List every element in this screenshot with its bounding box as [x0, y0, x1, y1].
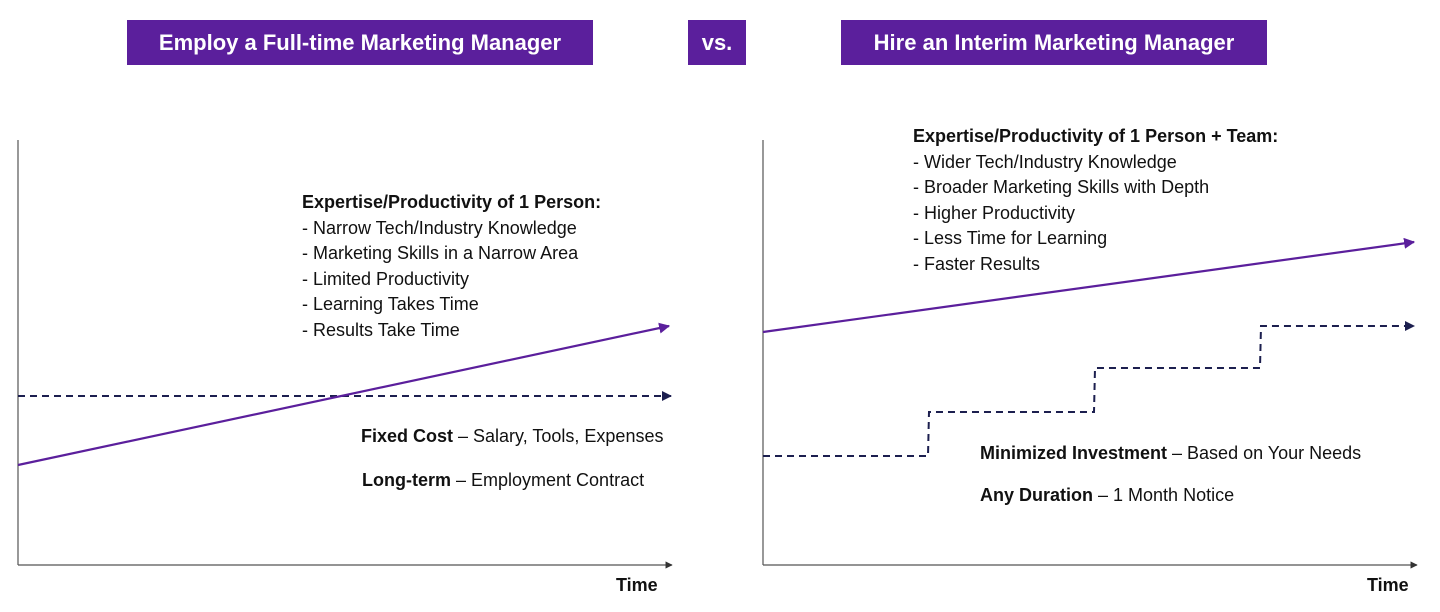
right-term-note: Any Duration – 1 Month Notice [980, 485, 1234, 506]
list-item: - Limited Productivity [302, 268, 470, 289]
right-x-axis-label: Time [1367, 575, 1409, 595]
vs-banner: vs. [688, 20, 746, 65]
right-investment-staircase [763, 321, 1415, 457]
left-title-banner: Employ a Full-time Marketing Manager [127, 20, 593, 65]
left-cost-note: Fixed Cost – Salary, Tools, Expenses [361, 426, 663, 447]
list-item: - Less Time for Learning [913, 228, 1108, 248]
left-cost-text: – Salary, Tools, Expenses [453, 426, 664, 446]
right-bullet-list: - Wider Tech/Industry Knowledge - Broade… [913, 150, 1278, 278]
right-term-label: Any Duration [980, 485, 1094, 505]
right-expertise-block: Expertise/Productivity of 1 Person + Tea… [913, 124, 1278, 277]
vs-label: vs. [701, 29, 733, 55]
right-productivity-line [762, 237, 1416, 334]
list-item: - Broader Marketing Skills with Depth [913, 177, 1210, 197]
left-expertise-block: Expertise/Productivity of 1 Person: - Na… [302, 190, 601, 343]
list-item: - Marketing Skills in a Narrow Area [302, 243, 579, 263]
list-item: - Higher Productivity [913, 202, 1076, 223]
right-title: Hire an Interim Marketing Manager [873, 29, 1235, 55]
left-expertise-heading: Expertise/Productivity of 1 Person: [302, 192, 602, 212]
right-expertise-heading: Expertise/Productivity of 1 Person + Tea… [913, 126, 1279, 146]
left-term-note: Long-term – Employment Contract [362, 470, 644, 491]
left-title: Employ a Full-time Marketing Manager [158, 29, 562, 55]
list-item: - Learning Takes Time [302, 294, 479, 314]
list-item: - Results Take Time [302, 319, 460, 340]
right-title-banner: Hire an Interim Marketing Manager [841, 20, 1267, 65]
left-term-label: Long-term [362, 470, 451, 490]
left-term-text: – Employment Contract [451, 470, 645, 490]
right-cost-label: Minimized Investment [980, 443, 1168, 463]
list-item: - Wider Tech/Industry Knowledge [913, 151, 1177, 172]
right-cost-text: – Based on Your Needs [1167, 443, 1362, 463]
right-term-text: – 1 Month Notice [1093, 485, 1235, 505]
left-x-axis-label: Time [616, 575, 658, 595]
left-cost-label: Fixed Cost [361, 426, 454, 446]
left-productivity-line [17, 322, 671, 467]
right-cost-note: Minimized Investment – Based on Your Nee… [980, 443, 1361, 464]
list-item: - Faster Results [913, 253, 1041, 274]
left-bullet-list: - Narrow Tech/Industry Knowledge - Marke… [302, 216, 601, 344]
list-item: - Narrow Tech/Industry Knowledge [302, 217, 577, 238]
